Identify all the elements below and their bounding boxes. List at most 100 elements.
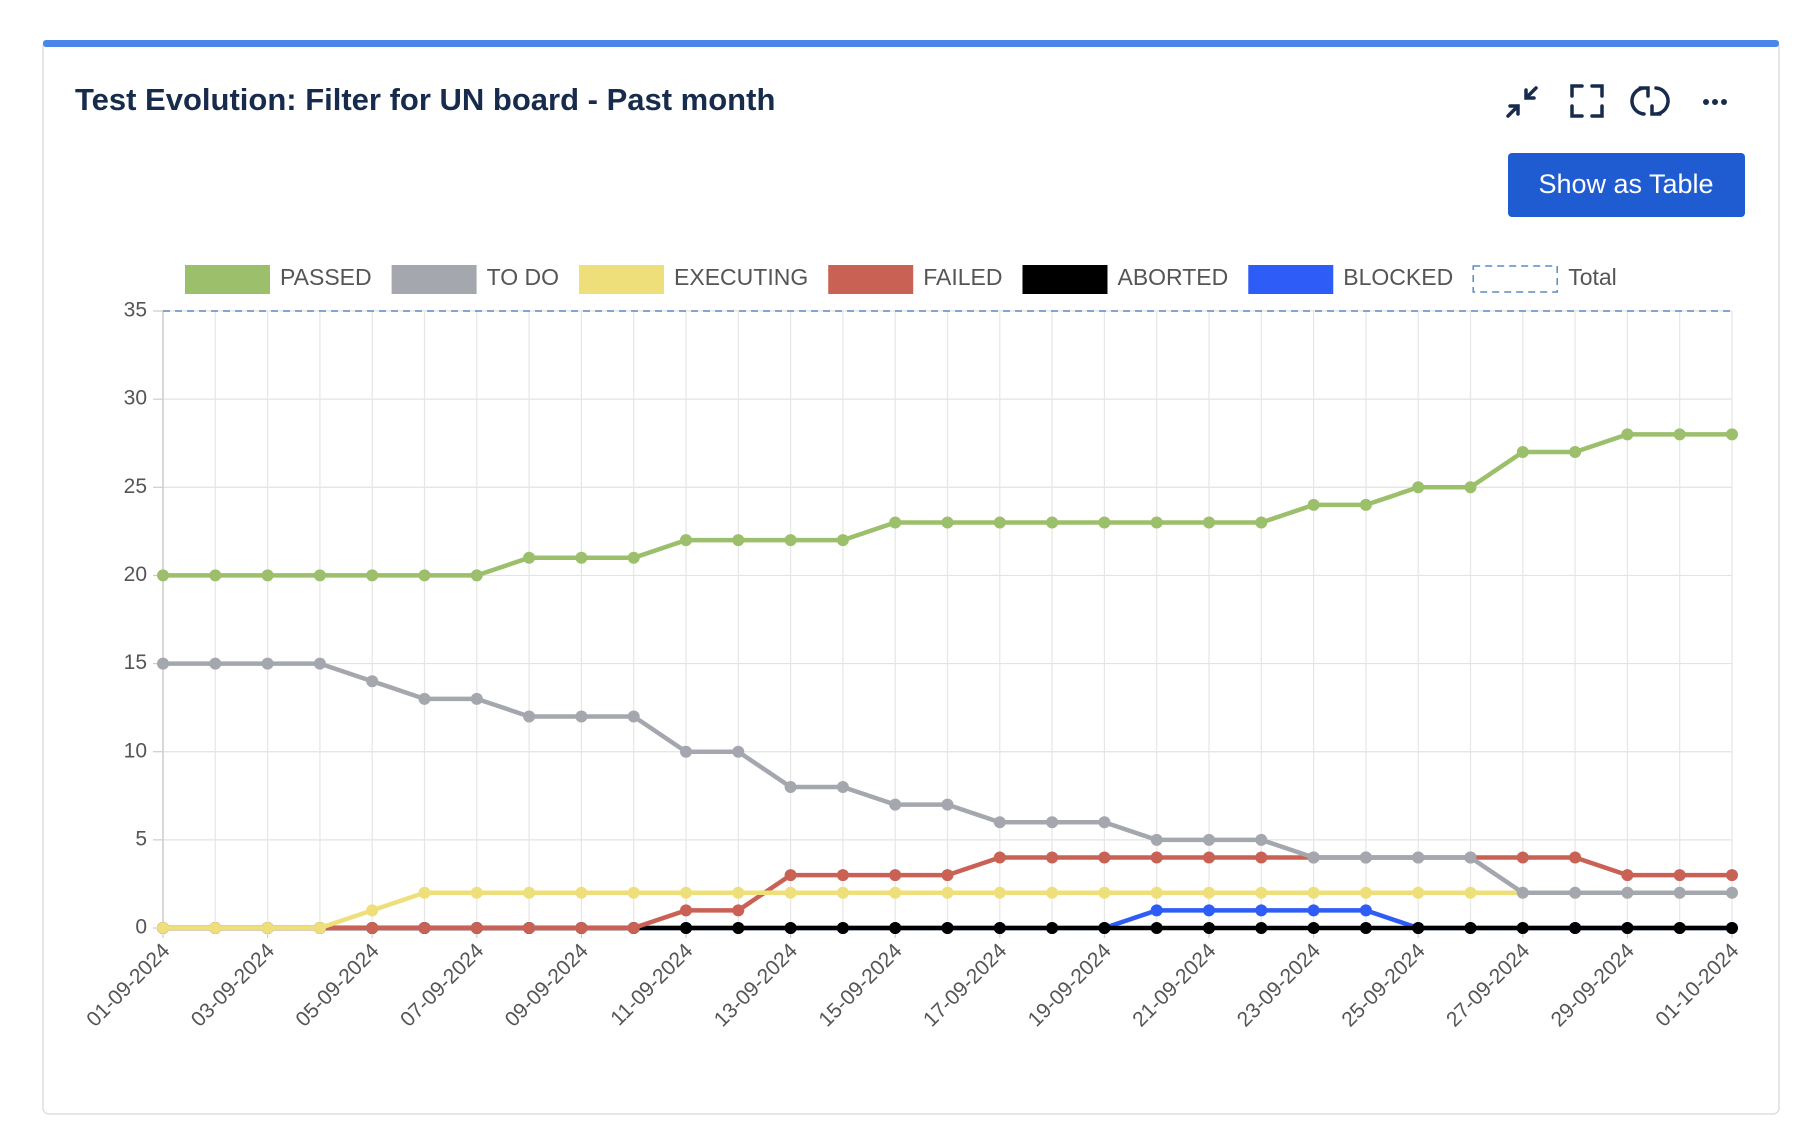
data-point [1203, 833, 1215, 846]
legend-item: BLOCKED [1248, 264, 1453, 294]
data-point [784, 780, 797, 793]
data-point [836, 780, 849, 793]
data-point [680, 534, 692, 547]
legend-label: Total [1568, 264, 1617, 290]
data-point [784, 922, 797, 934]
data-point [1412, 851, 1425, 864]
more-icon[interactable] [1703, 99, 1727, 105]
data-point [1673, 922, 1686, 934]
data-point [523, 551, 536, 564]
data-point [313, 569, 326, 582]
data-point [523, 886, 536, 899]
data-point [523, 922, 536, 934]
data-point [1359, 851, 1372, 864]
data-point [1359, 498, 1372, 511]
data-point [889, 922, 902, 934]
data-point [418, 692, 431, 705]
data-point [1203, 886, 1215, 899]
show-as-table-button[interactable] [1508, 153, 1745, 217]
card-title: Test Evolution: Filter for UN board - Pa… [75, 82, 775, 117]
data-point [575, 551, 588, 564]
data-point [418, 569, 431, 582]
data-point [1150, 904, 1163, 917]
data-point [1203, 904, 1215, 917]
data-point [1464, 886, 1477, 899]
legend: PASSED TO DO EXECUTING FAILED ABORTED BLOCKED… [185, 264, 1617, 294]
data-point [1726, 922, 1738, 934]
y-tick-label: 5 [135, 827, 147, 850]
data-point [1203, 922, 1215, 934]
data-point [941, 886, 954, 899]
data-point [1150, 922, 1163, 934]
data-point [209, 657, 222, 670]
refresh-icon[interactable] [1630, 86, 1670, 116]
data-point [209, 569, 222, 582]
data-point [470, 569, 483, 582]
data-point [470, 692, 483, 705]
fullscreen-icon[interactable] [1570, 84, 1604, 118]
y-tick-label: 25 [124, 475, 147, 498]
data-point [1569, 851, 1582, 864]
y-tick-label: 15 [124, 651, 147, 674]
data-point [1412, 886, 1425, 899]
data-point [366, 675, 379, 688]
legend-item: Total [1472, 264, 1617, 293]
data-point [1673, 886, 1686, 899]
data-point [1255, 833, 1268, 846]
data-point [1621, 886, 1634, 899]
data-point [157, 657, 169, 670]
data-point [889, 516, 902, 529]
legend-swatch [1022, 265, 1108, 294]
data-point [1412, 922, 1425, 934]
data-point [575, 710, 588, 723]
data-point [680, 886, 692, 899]
data-point [1516, 446, 1529, 459]
data-point [1726, 428, 1738, 441]
data-point [1046, 851, 1059, 864]
data-point [627, 710, 640, 723]
data-point [993, 816, 1006, 829]
data-point [470, 922, 483, 934]
legend-item: EXECUTING [579, 264, 808, 294]
data-point [1516, 851, 1529, 864]
data-point [1255, 516, 1268, 529]
data-point [1098, 516, 1111, 529]
data-point [1255, 851, 1268, 864]
minimize-icon[interactable] [1506, 86, 1538, 118]
data-point [836, 534, 849, 547]
legend-label: FAILED [923, 264, 1002, 290]
data-point [1150, 851, 1163, 864]
data-point [1203, 851, 1215, 864]
data-point [1046, 816, 1059, 829]
data-point [1255, 904, 1268, 917]
legend-item: TO DO [391, 264, 559, 294]
data-point [836, 922, 849, 934]
legend-label: EXECUTING [674, 264, 808, 290]
data-point [993, 851, 1006, 864]
toolbar [1506, 84, 1727, 118]
y-tick-label: 20 [124, 563, 147, 586]
data-point [889, 886, 902, 899]
data-point [680, 745, 692, 758]
data-point [366, 569, 379, 582]
data-point [575, 886, 588, 899]
data-point [993, 516, 1006, 529]
data-point [1569, 446, 1582, 459]
data-point [784, 869, 797, 882]
data-point [732, 534, 745, 547]
data-point [1464, 851, 1477, 864]
y-tick-label: 10 [124, 739, 147, 762]
data-point [1098, 886, 1111, 899]
data-point [1307, 922, 1320, 934]
legend-label: PASSED [280, 264, 372, 290]
legend-item: PASSED [185, 264, 372, 294]
legend-swatch [579, 265, 665, 294]
data-point [1255, 886, 1268, 899]
legend-label: TO DO [487, 264, 559, 290]
legend-swatch [828, 265, 914, 294]
data-point [889, 798, 902, 811]
data-point [1516, 886, 1529, 899]
button-label[interactable]: Show as Table [1538, 169, 1713, 199]
data-point [366, 922, 379, 934]
data-point [784, 534, 797, 547]
